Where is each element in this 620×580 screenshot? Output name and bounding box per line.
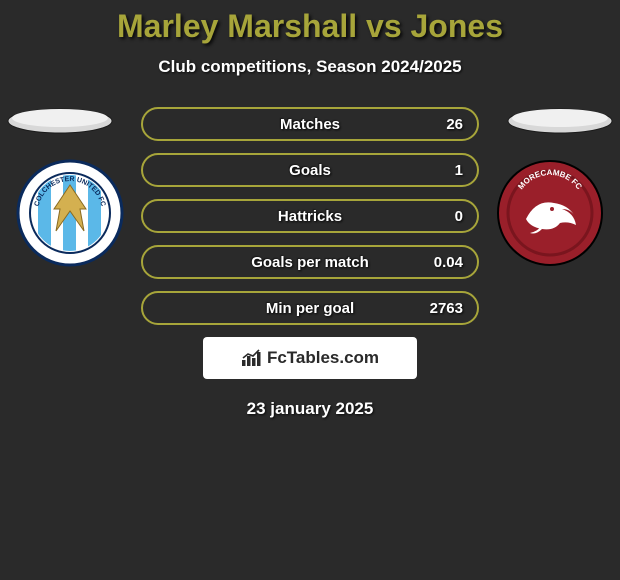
title-player1: Marley Marshall xyxy=(117,8,357,44)
page-title: Marley Marshall vs Jones xyxy=(0,0,620,45)
chart-icon xyxy=(241,349,263,367)
stat-row: Matches 26 xyxy=(141,107,479,141)
stat-label: Hattricks xyxy=(278,208,342,225)
stat-label: Min per goal xyxy=(266,300,354,317)
stat-row: Goals per match 0.04 xyxy=(141,245,479,279)
player2-club-badge: MORECAMBE FC xyxy=(496,159,604,267)
comparison-area: COLCHESTER UNITED FC MORECAMBE FC Matche… xyxy=(0,107,620,419)
stat-label: Matches xyxy=(280,116,340,133)
title-player2: Jones xyxy=(411,8,503,44)
stat-value: 26 xyxy=(446,116,463,133)
branding-text: FcTables.com xyxy=(267,348,379,368)
player2-avatar-placeholder xyxy=(506,107,614,135)
branding-badge[interactable]: FcTables.com xyxy=(203,337,417,379)
stat-row: Min per goal 2763 xyxy=(141,291,479,325)
subtitle: Club competitions, Season 2024/2025 xyxy=(0,57,620,77)
stat-label: Goals per match xyxy=(251,254,369,271)
stat-row: Hattricks 0 xyxy=(141,199,479,233)
title-vs: vs xyxy=(357,8,410,44)
stats-container: Matches 26 Goals 1 Hattricks 0 Goals per match… xyxy=(141,107,479,325)
stat-label: Goals xyxy=(289,162,331,179)
player1-club-badge: COLCHESTER UNITED FC xyxy=(16,159,124,267)
player1-avatar-placeholder xyxy=(6,107,114,135)
stat-value: 1 xyxy=(455,162,463,179)
stat-row: Goals 1 xyxy=(141,153,479,187)
stat-value: 2763 xyxy=(430,300,463,317)
stat-value: 0.04 xyxy=(434,254,463,271)
stat-value: 0 xyxy=(455,208,463,225)
date-text: 23 january 2025 xyxy=(0,399,620,419)
